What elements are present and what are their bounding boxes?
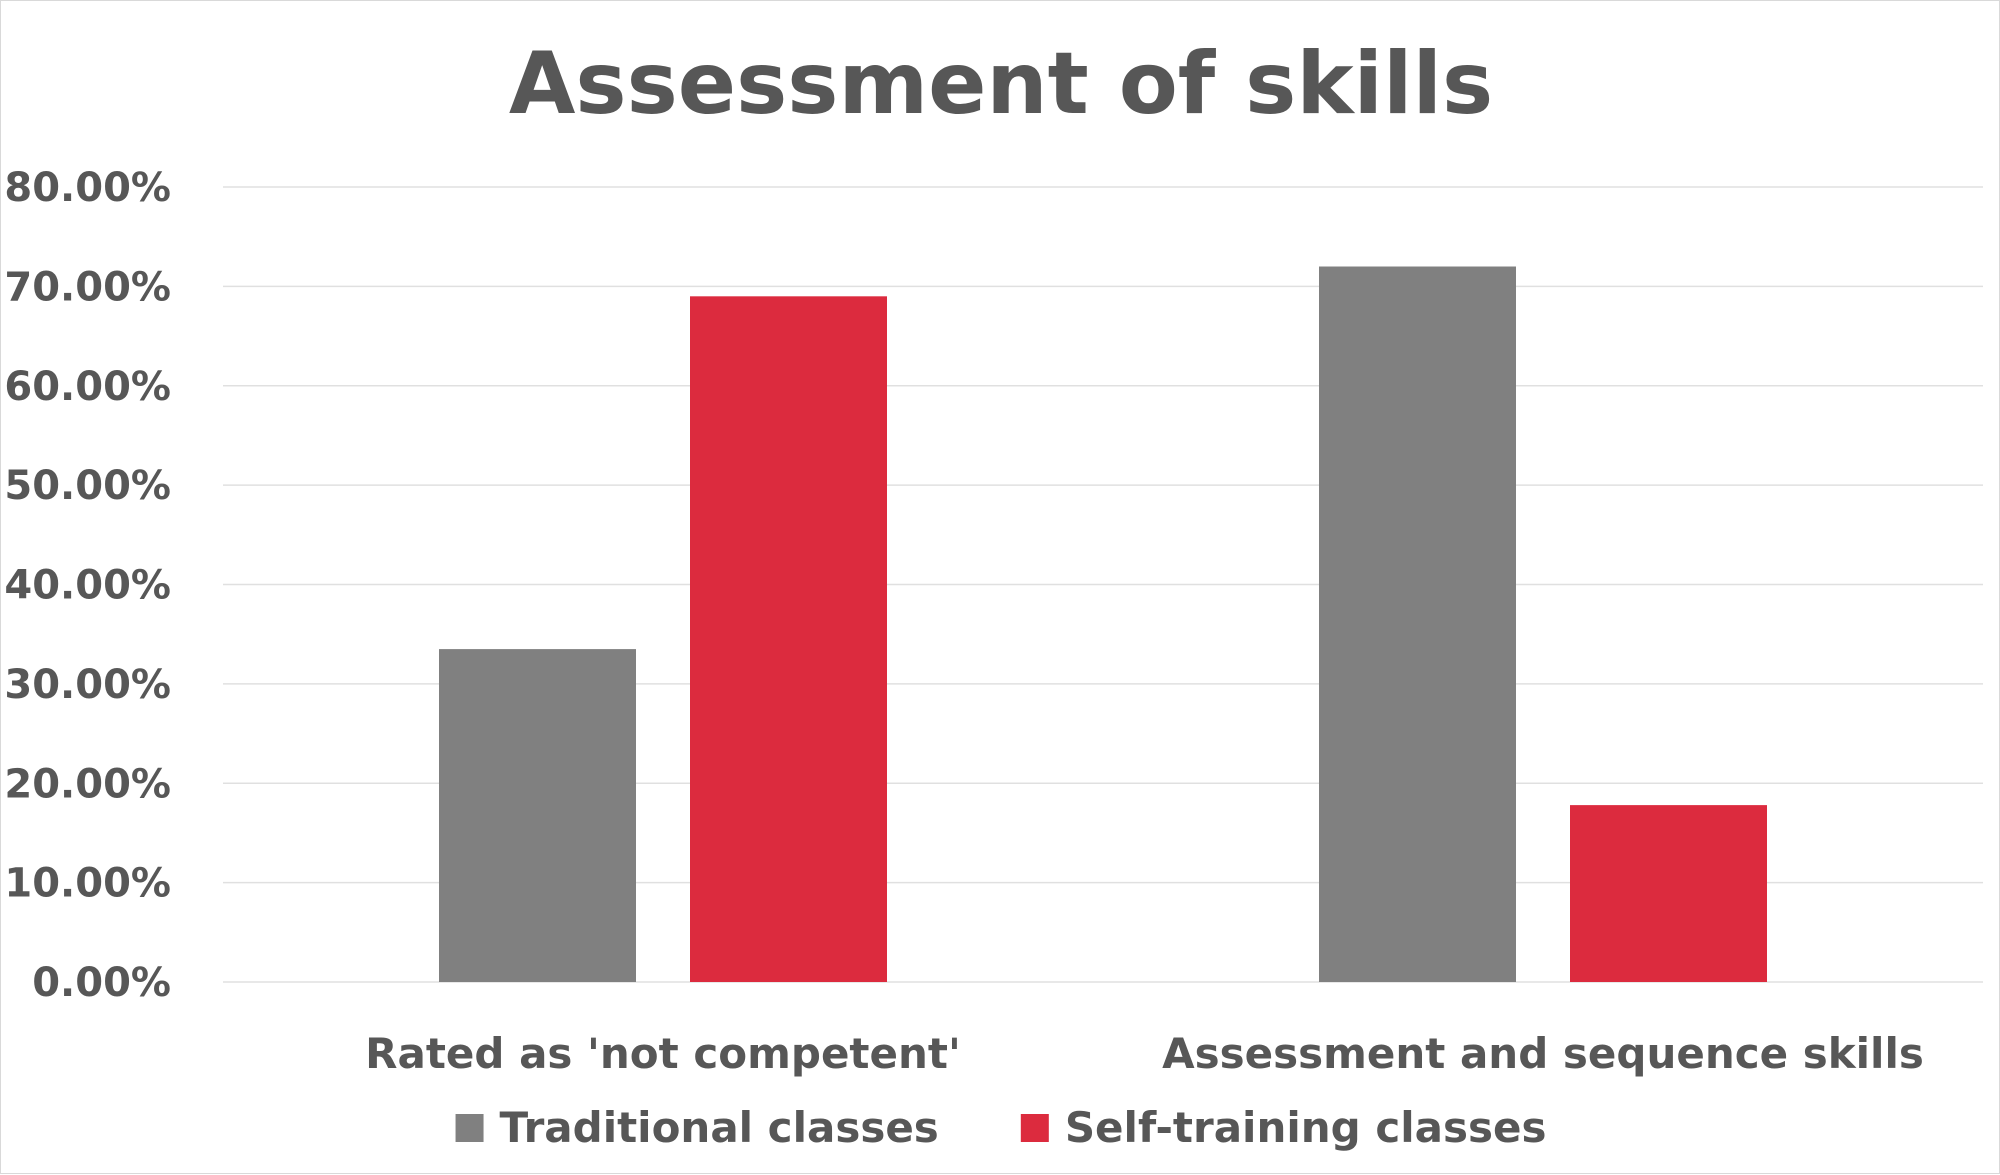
legend-label: Traditional classes [500,1103,939,1152]
y-tick-label: 60.00% [4,364,171,410]
y-tick-label: 50.00% [4,463,171,509]
bar [690,296,887,982]
y-tick-label: 20.00% [4,761,171,807]
legend-label: Self-training classes [1065,1103,1547,1152]
bar [439,649,636,982]
y-tick-label: 0.00% [32,960,171,1006]
bars [439,266,1767,982]
bar [1319,266,1516,982]
y-tick-label: 30.00% [4,662,171,708]
legend-item: Traditional classes [455,1103,939,1152]
legend-swatch [455,1114,484,1142]
legend: Traditional classes Self-training classes [455,1103,1547,1152]
chart-title: Assessment of skills [509,34,1493,134]
x-category-label: Rated as 'not competent' [365,1029,961,1078]
y-axis-ticks: 0.00% 10.00% 20.00% 30.00% 40.00% 50.00% 60.00… [4,165,171,1006]
y-tick-label: 40.00% [4,563,171,609]
y-tick-label: 10.00% [4,861,171,907]
x-category-label: Assessment and sequence skills [1162,1029,1924,1078]
y-tick-label: 80.00% [4,165,171,211]
legend-item: Self-training classes [1020,1103,1547,1152]
legend-swatch [1020,1114,1049,1142]
bar [1570,805,1767,982]
x-axis-categories: Rated as 'not competent' Assessment and s… [365,1029,1924,1078]
y-tick-label: 70.00% [4,264,171,310]
